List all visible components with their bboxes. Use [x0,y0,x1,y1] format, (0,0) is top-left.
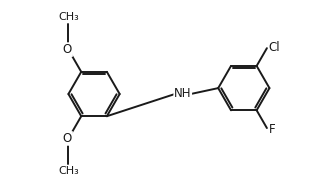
Text: CH₃: CH₃ [58,166,79,176]
Text: O: O [63,43,72,56]
Text: NH: NH [174,87,191,100]
Text: O: O [63,132,72,145]
Text: CH₃: CH₃ [58,12,79,22]
Text: F: F [269,123,276,136]
Text: Cl: Cl [269,41,280,54]
